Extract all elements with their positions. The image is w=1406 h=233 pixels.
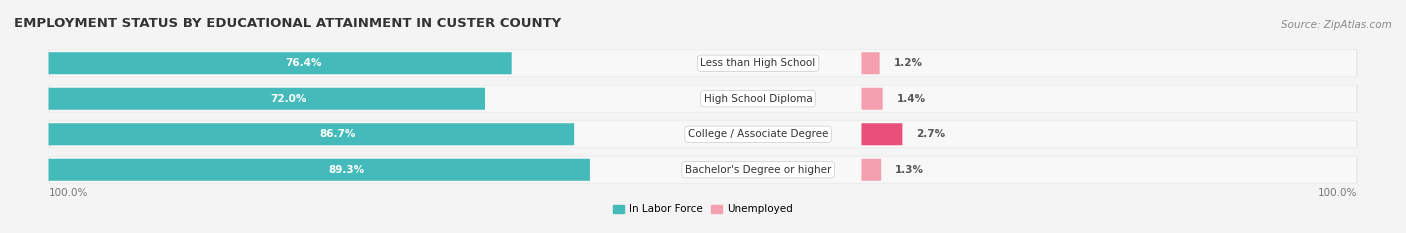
Text: Bachelor's Degree or higher: Bachelor's Degree or higher bbox=[685, 165, 831, 175]
FancyBboxPatch shape bbox=[48, 120, 1358, 148]
FancyBboxPatch shape bbox=[49, 121, 1357, 147]
Text: 89.3%: 89.3% bbox=[328, 165, 364, 175]
FancyBboxPatch shape bbox=[48, 52, 512, 74]
Text: 86.7%: 86.7% bbox=[319, 129, 356, 139]
Text: Source: ZipAtlas.com: Source: ZipAtlas.com bbox=[1281, 20, 1392, 30]
FancyBboxPatch shape bbox=[48, 88, 485, 110]
FancyBboxPatch shape bbox=[862, 123, 903, 145]
FancyBboxPatch shape bbox=[48, 156, 1358, 184]
FancyBboxPatch shape bbox=[49, 157, 1357, 183]
Text: High School Diploma: High School Diploma bbox=[704, 94, 813, 104]
FancyBboxPatch shape bbox=[48, 123, 574, 145]
Text: 1.4%: 1.4% bbox=[897, 94, 925, 104]
FancyBboxPatch shape bbox=[862, 159, 882, 181]
FancyBboxPatch shape bbox=[49, 86, 1357, 112]
FancyBboxPatch shape bbox=[862, 88, 883, 110]
Text: 100.0%: 100.0% bbox=[1317, 188, 1358, 198]
Text: 1.2%: 1.2% bbox=[893, 58, 922, 68]
Text: 2.7%: 2.7% bbox=[917, 129, 945, 139]
Legend: In Labor Force, Unemployed: In Labor Force, Unemployed bbox=[609, 200, 797, 219]
FancyBboxPatch shape bbox=[49, 50, 1357, 76]
Text: 1.3%: 1.3% bbox=[896, 165, 924, 175]
FancyBboxPatch shape bbox=[48, 49, 1358, 77]
Text: 76.4%: 76.4% bbox=[285, 58, 322, 68]
FancyBboxPatch shape bbox=[48, 159, 591, 181]
Text: Less than High School: Less than High School bbox=[700, 58, 815, 68]
FancyBboxPatch shape bbox=[862, 52, 880, 74]
Text: 72.0%: 72.0% bbox=[270, 94, 307, 104]
Text: 100.0%: 100.0% bbox=[48, 188, 89, 198]
FancyBboxPatch shape bbox=[48, 85, 1358, 113]
Text: EMPLOYMENT STATUS BY EDUCATIONAL ATTAINMENT IN CUSTER COUNTY: EMPLOYMENT STATUS BY EDUCATIONAL ATTAINM… bbox=[14, 17, 561, 30]
Text: College / Associate Degree: College / Associate Degree bbox=[688, 129, 828, 139]
